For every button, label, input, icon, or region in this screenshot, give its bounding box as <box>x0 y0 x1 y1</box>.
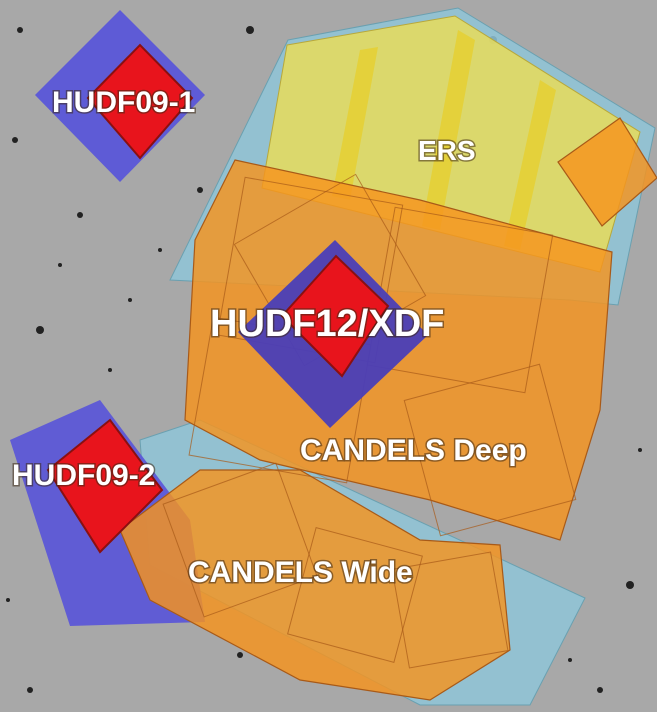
field-label: HUDF09-2 <box>12 459 155 492</box>
hudf09-1-field <box>86 43 194 160</box>
hudf09-2-field <box>46 418 164 554</box>
field-label: CANDELS Wide <box>188 556 413 589</box>
field-label: ERS <box>418 135 476 166</box>
field-label: HUDF09-1 <box>52 86 195 119</box>
ers-strips <box>332 30 556 250</box>
hudf12-field <box>280 254 390 378</box>
stars <box>6 26 642 693</box>
field-label: HUDF12/XDF <box>210 303 444 345</box>
field-label: CANDELS Deep <box>300 434 527 467</box>
